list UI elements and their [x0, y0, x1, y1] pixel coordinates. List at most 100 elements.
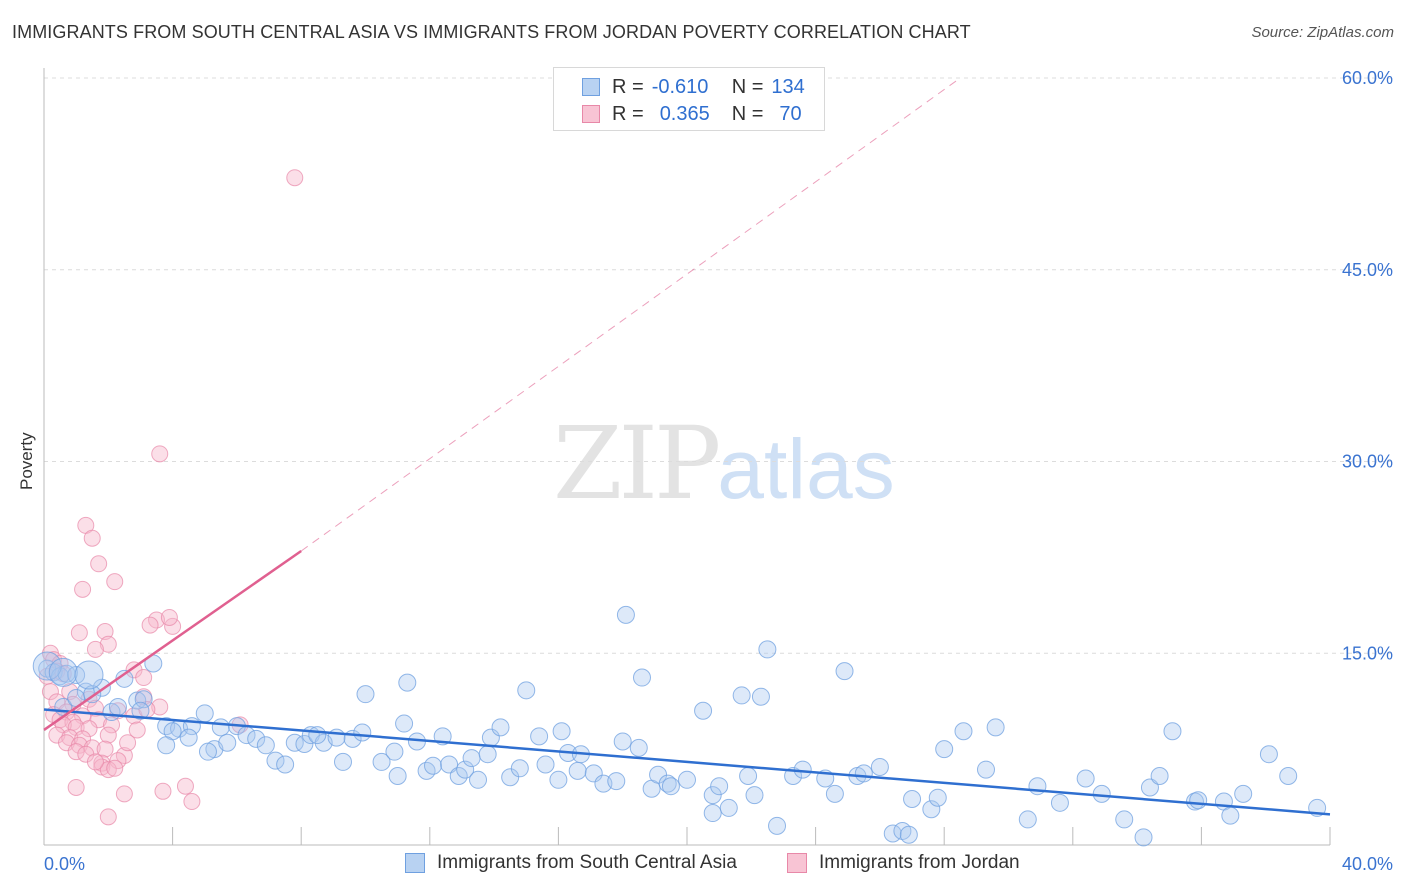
- data-point-jordan: [74, 580, 92, 598]
- data-point-south-central-asia: [108, 697, 127, 716]
- data-point-south-central-asia: [536, 755, 555, 774]
- bottom-legend-label: Immigrants from Jordan: [819, 852, 1020, 873]
- data-point-south-central-asia: [703, 786, 722, 805]
- data-point-jordan: [160, 608, 178, 626]
- legend-r-value: 0.365: [659, 102, 710, 125]
- data-point-south-central-asia: [719, 798, 738, 817]
- data-point-south-central-asia: [1140, 778, 1159, 797]
- data-point-south-central-asia: [456, 760, 475, 779]
- data-point-south-central-asia: [825, 784, 844, 803]
- x-tick-label: 0.0%: [44, 854, 85, 874]
- data-point-south-central-asia: [1221, 806, 1240, 825]
- data-point-south-central-asia: [1150, 766, 1169, 785]
- data-point-south-central-asia: [195, 704, 214, 723]
- data-point-jordan: [106, 573, 124, 591]
- data-point-jordan: [119, 734, 137, 752]
- x-tick-label: 40.0%: [1342, 854, 1393, 874]
- legend-n-value: 134: [771, 75, 805, 98]
- data-point-south-central-asia: [552, 722, 571, 741]
- data-point-south-central-asia: [491, 718, 510, 737]
- bottom-legend-label: Immigrants from South Central Asia: [437, 852, 737, 873]
- legend-r-value: -0.610: [651, 75, 709, 98]
- data-point-south-central-asia: [758, 640, 777, 659]
- data-point-south-central-asia: [922, 800, 941, 819]
- data-point-south-central-asia: [768, 816, 787, 835]
- data-point-jordan: [41, 683, 59, 701]
- legend-r-label: R =: [612, 75, 644, 98]
- bottom-legend-swatch-pink: [787, 853, 807, 873]
- data-point-jordan: [151, 445, 169, 463]
- data-point-south-central-asia: [986, 718, 1005, 737]
- watermark: ZIPatlas: [553, 405, 895, 522]
- data-point-south-central-asia: [372, 752, 391, 771]
- legend-swatch-blue: [582, 78, 600, 96]
- data-point-jordan: [90, 555, 108, 573]
- data-point-south-central-asia: [510, 759, 529, 778]
- data-point-south-central-asia: [1234, 784, 1253, 803]
- data-point-jordan: [86, 753, 104, 771]
- data-point-south-central-asia: [1076, 769, 1095, 788]
- data-point-jordan: [141, 616, 159, 634]
- y-tick-label: 45.0%: [1342, 260, 1393, 280]
- chart-title: IMMIGRANTS FROM SOUTH CENTRAL ASIA VS IM…: [12, 22, 971, 42]
- data-point-south-central-asia: [469, 770, 488, 789]
- watermark-atlas: atlas: [717, 422, 895, 516]
- legend-n-label: N =: [731, 102, 764, 125]
- data-point-south-central-asia: [308, 726, 327, 745]
- data-point-south-central-asia: [1092, 784, 1111, 803]
- data-point-jordan: [67, 743, 85, 761]
- data-point-jordan: [183, 793, 201, 811]
- data-point-south-central-asia: [128, 691, 147, 710]
- legend-row-jordan: R = 0.365 N = 70: [582, 102, 802, 126]
- data-point-south-central-asia: [266, 751, 285, 770]
- data-point-jordan: [164, 617, 182, 635]
- data-point-south-central-asia: [333, 752, 352, 771]
- watermark-zip: ZIP: [553, 405, 721, 522]
- data-point-south-central-asia: [395, 714, 414, 733]
- data-point-jordan: [96, 623, 114, 641]
- data-point-south-central-asia: [157, 736, 176, 755]
- data-point-jordan: [115, 785, 133, 803]
- data-point-south-central-asia: [751, 687, 770, 706]
- data-point-south-central-asia: [703, 804, 722, 823]
- data-point-south-central-asia: [1279, 766, 1298, 785]
- data-point-south-central-asia: [632, 668, 651, 687]
- data-point-south-central-asia: [1163, 722, 1182, 741]
- legend-row-south-central-asia: R = -0.610 N = 134: [582, 75, 805, 99]
- data-point-south-central-asia: [745, 786, 764, 805]
- data-point-jordan: [99, 761, 117, 779]
- data-point-south-central-asia: [285, 733, 304, 752]
- data-point-south-central-asia: [276, 755, 295, 774]
- data-point-south-central-asia: [1189, 791, 1208, 810]
- data-point-south-central-asia: [198, 742, 217, 761]
- data-point-south-central-asia: [1050, 793, 1069, 812]
- data-point-jordan: [106, 759, 124, 777]
- data-point-jordan: [128, 721, 146, 739]
- data-point-south-central-asia: [424, 756, 443, 775]
- data-point-south-central-asia: [870, 758, 889, 777]
- data-point-south-central-asia: [854, 764, 873, 783]
- data-point-south-central-asia: [616, 605, 635, 624]
- legend-r-label: R =: [612, 102, 644, 125]
- data-point-jordan: [83, 739, 101, 757]
- data-point-jordan: [99, 726, 117, 744]
- trend-line-south-central-asia: [43, 708, 1331, 816]
- data-point-south-central-asia: [449, 766, 468, 785]
- data-point-south-central-asia: [899, 825, 918, 844]
- data-point-jordan: [83, 529, 101, 547]
- data-point-south-central-asia: [356, 685, 375, 704]
- data-point-south-central-asia: [549, 770, 568, 789]
- data-point-south-central-asia: [398, 673, 417, 692]
- bottom-legend-item-jordan[interactable]: Immigrants from Jordan: [787, 852, 1020, 874]
- data-point-south-central-asia: [218, 733, 237, 752]
- data-point-south-central-asia: [835, 662, 854, 681]
- data-point-south-central-asia: [1259, 745, 1278, 764]
- data-point-south-central-asia: [649, 765, 668, 784]
- bottom-legend-item-south-central-asia[interactable]: Immigrants from South Central Asia: [405, 852, 737, 874]
- data-point-south-central-asia: [501, 768, 520, 787]
- data-point-jordan: [176, 777, 194, 795]
- data-point-south-central-asia: [1134, 828, 1153, 847]
- data-point-south-central-asia: [48, 657, 78, 687]
- data-point-jordan: [154, 782, 172, 800]
